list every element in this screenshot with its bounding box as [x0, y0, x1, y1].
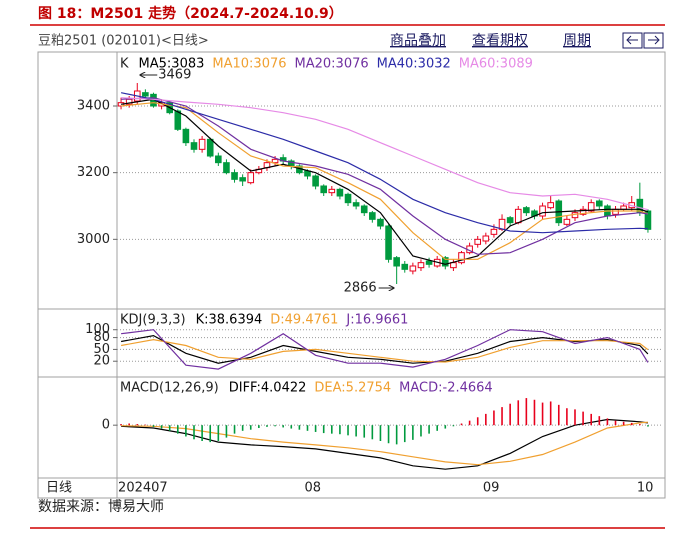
candle-body: [523, 207, 530, 214]
nav-buttons[interactable]: [622, 32, 664, 49]
candle-body: [174, 110, 182, 130]
legend-entry: MA20:3076: [295, 57, 369, 72]
y-tick-label: 3000: [77, 232, 110, 247]
y-tick-label: 80: [93, 330, 110, 345]
candle-body: [539, 205, 546, 217]
candle-body: [417, 262, 425, 269]
x-axis-label: 日线: [46, 481, 72, 496]
candle-body: [450, 262, 457, 269]
candle-body: [514, 208, 522, 224]
candle-body: [215, 155, 222, 164]
candle-body: [377, 218, 384, 227]
y-tick-label: 20: [93, 354, 110, 369]
candle-body: [312, 175, 319, 187]
legend-title: K: [120, 57, 129, 72]
candle-body: [409, 265, 417, 272]
candle-body: [596, 200, 603, 207]
y-tick-label: 3400: [77, 99, 110, 114]
candle-body: [482, 235, 490, 242]
report-title: 图 18：M2501 走势（2024.7-2024.10.9）: [38, 5, 343, 22]
candle-body: [247, 172, 255, 184]
series-line: [120, 338, 649, 363]
legend-entry: MA10:3076: [212, 57, 286, 72]
candle-body: [239, 177, 246, 182]
candle-body: [142, 92, 149, 97]
legend-entry: DEA:5.2754: [314, 381, 391, 396]
link[interactable]: 商品叠加: [390, 33, 446, 49]
candle-body: [190, 142, 198, 150]
candle-body: [644, 210, 652, 230]
annotation: 2866: [344, 281, 377, 296]
series-line: [121, 97, 649, 211]
candle-body: [360, 205, 368, 214]
candle-body: [304, 170, 311, 177]
source-note: 数据来源：博易大师: [38, 498, 164, 515]
candle-body: [547, 202, 554, 209]
candle-body: [490, 228, 498, 235]
y-tick-label: 50: [93, 342, 110, 357]
chart-frame: [37, 51, 666, 499]
series-line: [121, 97, 648, 255]
candle-body: [563, 218, 571, 225]
annotation: 3469: [158, 68, 191, 83]
y-tick-label: 3200: [77, 165, 110, 180]
legend-entry: D:49.4761: [270, 313, 338, 328]
candle-body: [223, 162, 230, 174]
candle-body: [579, 208, 587, 215]
candle-body: [587, 202, 595, 212]
candle-body: [198, 138, 206, 150]
candle-body: [336, 188, 344, 197]
candle-body: [271, 158, 279, 164]
link[interactable]: 查看期权: [472, 33, 528, 49]
candle-body: [344, 193, 352, 204]
candle-body: [612, 208, 619, 215]
candle-body: [385, 225, 392, 260]
y-tick-label: 0: [102, 418, 110, 433]
candle-body: [206, 138, 214, 157]
candle-body: [506, 217, 514, 224]
candle-body: [458, 252, 465, 264]
series-line: [121, 102, 649, 260]
legend-entry: MA40:3032: [377, 57, 451, 72]
legend-entry: MA60:3089: [459, 57, 533, 72]
candle-body: [182, 128, 190, 144]
candle-body: [401, 263, 409, 270]
x-tick-label: 202407: [118, 481, 168, 496]
candle-body: [352, 202, 360, 207]
candle-body: [474, 238, 482, 245]
series-line: [121, 98, 649, 265]
legend-entry: K:38.6394: [196, 313, 263, 328]
candle-body: [320, 185, 328, 194]
x-tick-label: 10: [637, 481, 654, 496]
x-tick-label: 09: [483, 481, 500, 496]
candle-body: [425, 260, 433, 265]
legend-entry: DIFF:4.0422: [229, 381, 307, 396]
series-line: [120, 92, 648, 234]
candle-body: [441, 257, 449, 267]
legend-title: KDJ(9,3,3): [120, 313, 186, 328]
series-line: [121, 418, 648, 470]
candle-body: [393, 257, 400, 267]
x-tick-label: 08: [304, 481, 321, 496]
y-tick-label: 100: [85, 322, 110, 337]
legend-entry: J:16.9661: [345, 313, 408, 328]
candle-body: [231, 172, 238, 180]
series-line: [121, 421, 648, 466]
candle-body: [369, 212, 376, 220]
legend-title: MACD(12,26,9): [120, 381, 219, 396]
candle-body: [328, 188, 336, 194]
legend-entry: MACD:-2.4664: [399, 381, 493, 396]
instrument: 豆粕2501 (020101)<日线>: [38, 34, 209, 49]
series-line: [121, 329, 649, 370]
link[interactable]: 周期: [563, 33, 591, 49]
legend-entry: MA5:3083: [139, 57, 205, 72]
